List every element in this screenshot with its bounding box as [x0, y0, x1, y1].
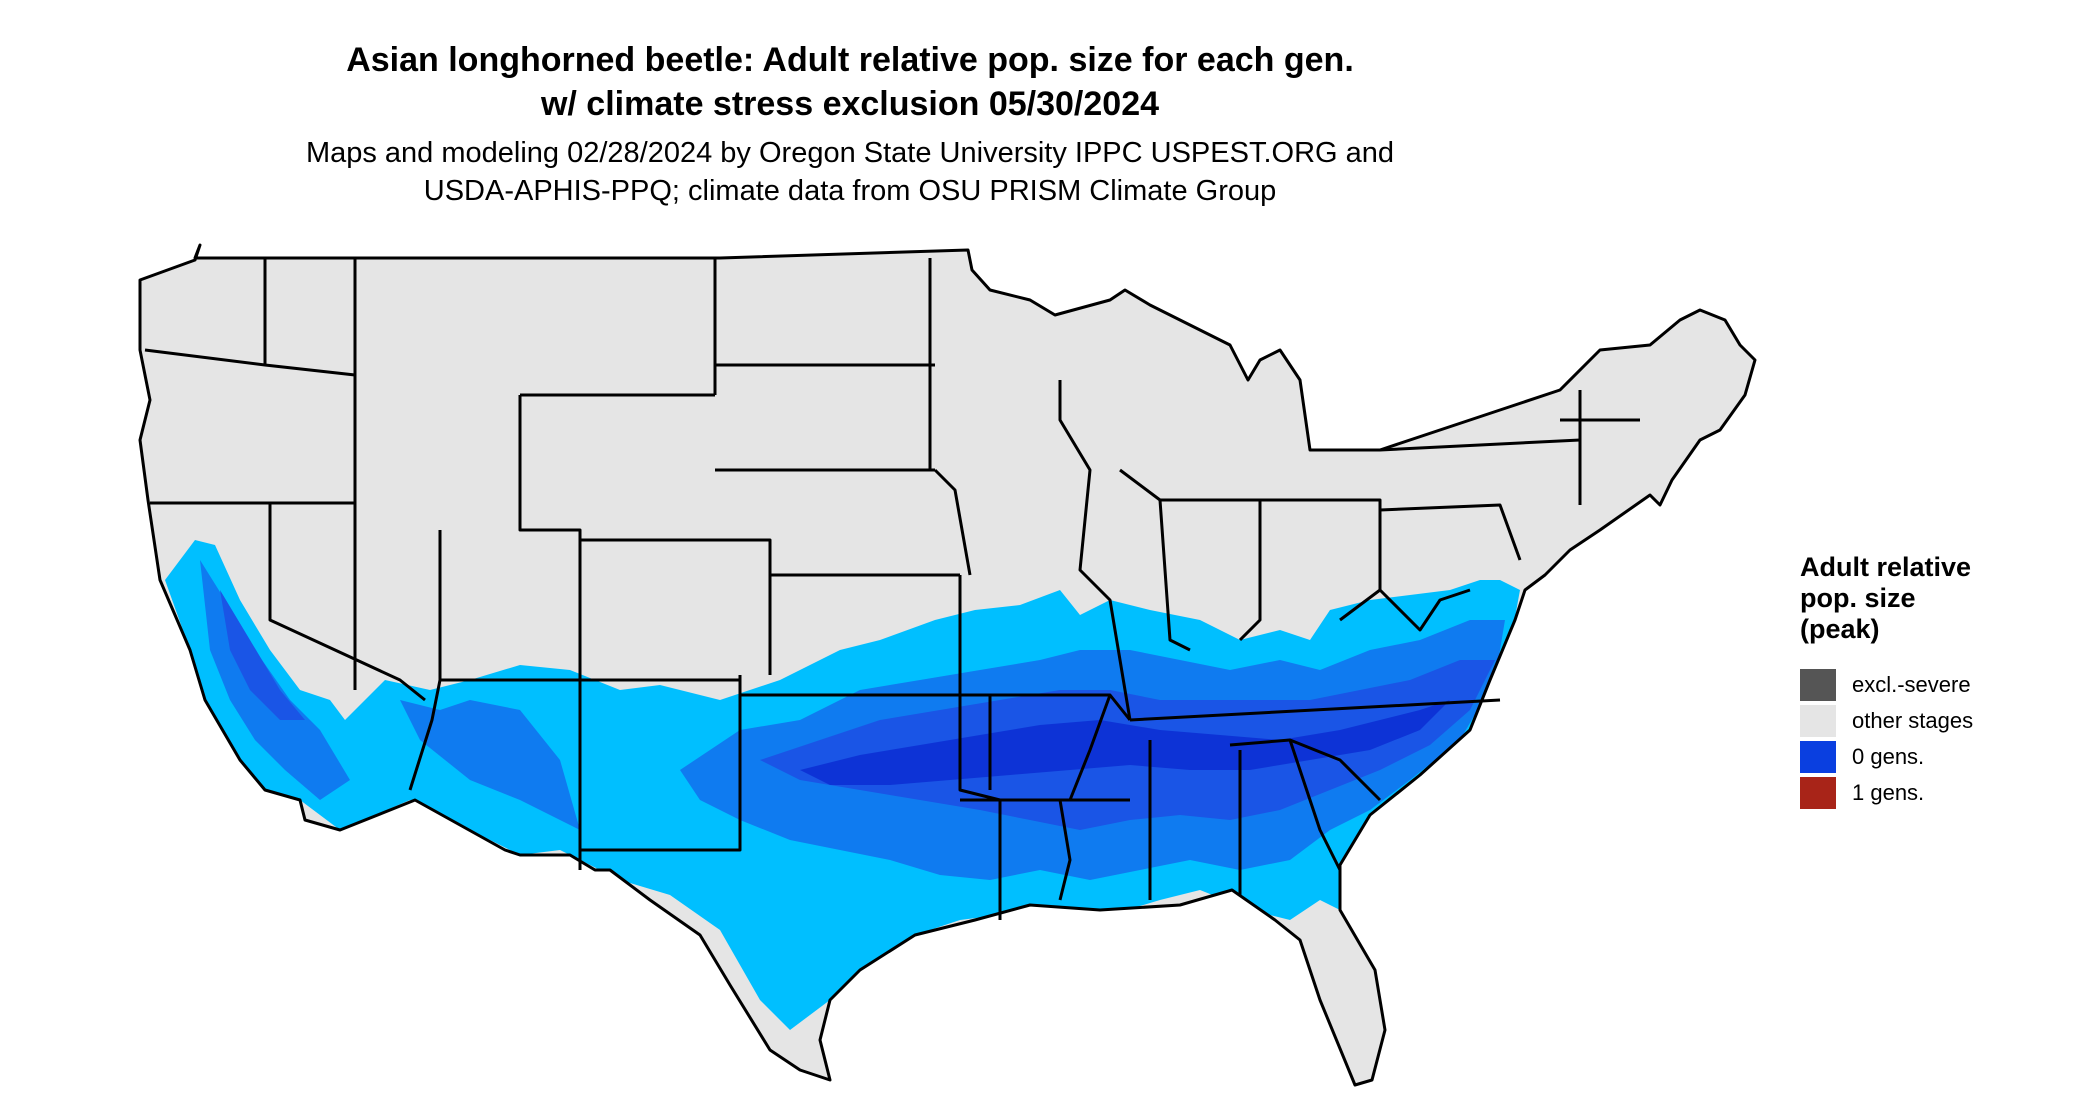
- legend-title-line-1: Adult relative: [1800, 552, 1972, 582]
- legend-item-0-gens: 0 gens.: [1800, 739, 2060, 775]
- legend-swatch: [1800, 741, 1836, 773]
- map-title: Asian longhorned beetle: Adult relative …: [300, 38, 1400, 126]
- subtitle-line-1: Maps and modeling 02/28/2024 by Oregon S…: [305, 137, 1395, 169]
- legend-swatch: [1800, 705, 1836, 737]
- subtitle-line-2: USDA-APHIS-PPQ; climate data from OSU PR…: [423, 175, 1277, 207]
- title-line-1: Asian longhorned beetle: Adult relative …: [346, 41, 1354, 79]
- zone-dark-blue: [220, 590, 1495, 830]
- state-borders: [138, 243, 1757, 1087]
- legend-item-1-gens: 1 gens.: [1800, 775, 2060, 811]
- legend-swatch: [1800, 777, 1836, 809]
- legend-title: Adult relative pop. size (peak): [1800, 552, 2060, 645]
- us-outline: [138, 243, 1757, 1087]
- legend: Adult relative pop. size (peak) excl.-se…: [1800, 552, 2060, 811]
- map-subtitle: Maps and modeling 02/28/2024 by Oregon S…: [300, 134, 1400, 210]
- legend-label: other stages: [1852, 708, 1974, 733]
- legend-label: excl.-severe: [1852, 672, 1971, 697]
- legend-label: 1 gens.: [1852, 780, 1925, 805]
- legend-item-excl-severe: excl.-severe: [1800, 667, 2060, 703]
- title-line-2: w/ climate stress exclusion 05/30/2024: [540, 85, 1160, 123]
- legend-title-line-3: (peak): [1800, 614, 1880, 644]
- zone-darkest-blue: [800, 700, 1450, 785]
- legend-label: 0 gens.: [1852, 744, 1925, 769]
- legend-title-line-2: pop. size: [1800, 583, 1916, 613]
- legend-item-other-stages: other stages: [1800, 703, 2060, 739]
- legend-swatch: [1800, 669, 1836, 701]
